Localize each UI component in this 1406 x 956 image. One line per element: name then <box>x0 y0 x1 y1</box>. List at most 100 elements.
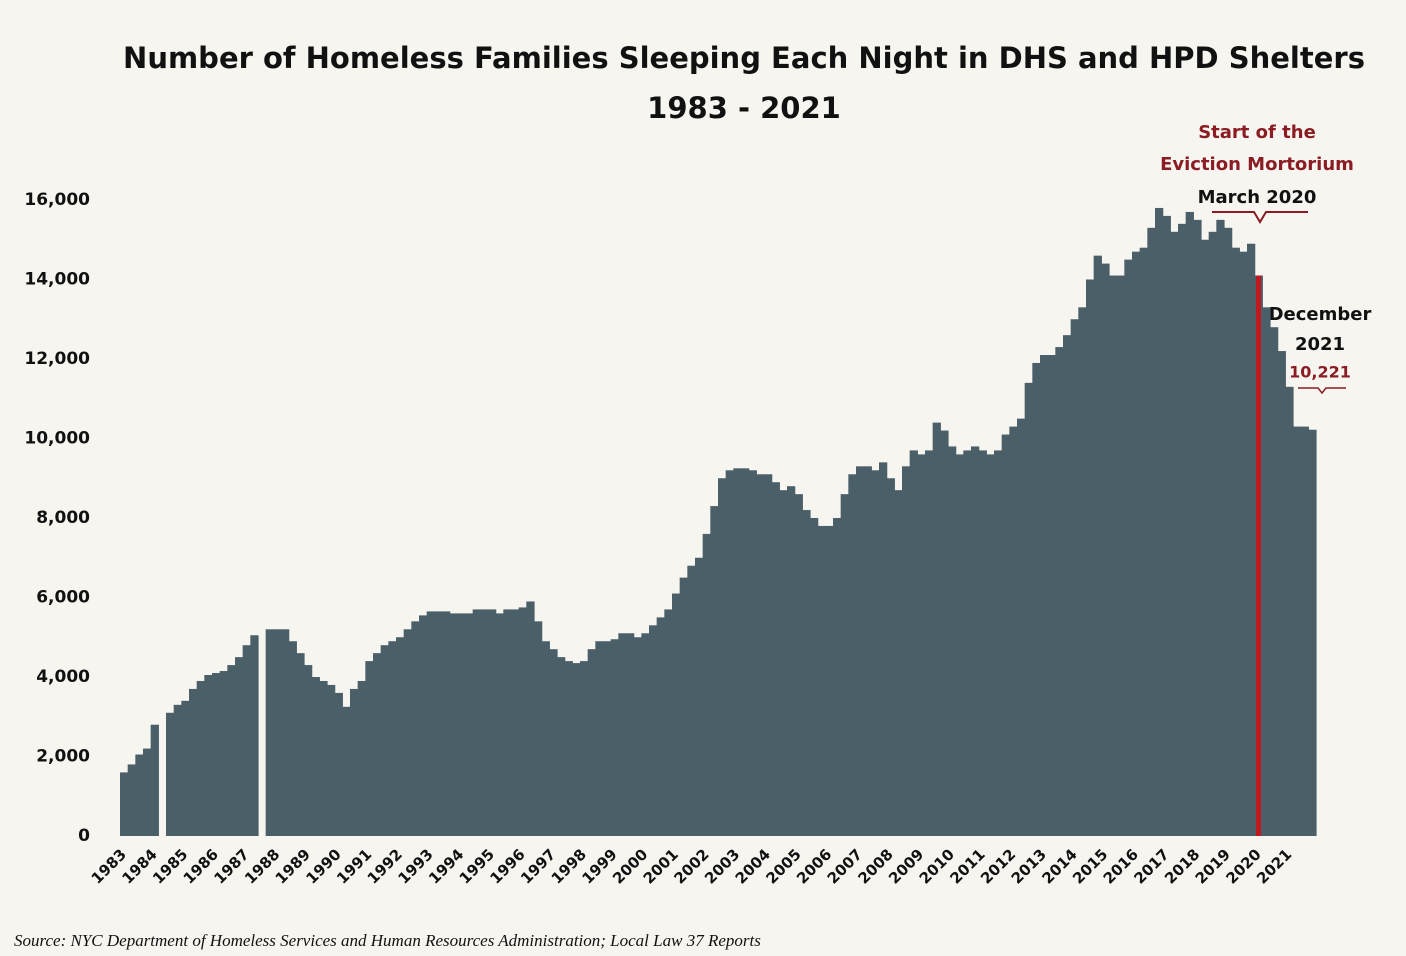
bar <box>1024 382 1033 836</box>
bar <box>242 645 251 836</box>
bar <box>365 661 374 836</box>
bar <box>633 637 642 836</box>
bar <box>656 617 665 836</box>
bar <box>204 675 213 836</box>
bar <box>718 478 727 836</box>
bar <box>971 446 980 836</box>
bar <box>1185 211 1194 837</box>
bar <box>1055 347 1064 836</box>
bar <box>288 641 297 836</box>
bar <box>1193 219 1202 836</box>
bar <box>871 470 880 836</box>
bar <box>932 422 941 836</box>
bar <box>1040 355 1049 836</box>
bar <box>1208 231 1217 837</box>
bar <box>587 649 596 836</box>
bar <box>1293 426 1302 836</box>
bar <box>787 486 796 836</box>
bar <box>250 635 259 836</box>
bar <box>273 629 282 836</box>
bar <box>771 482 780 836</box>
chart-subtitle: 1983 - 2021 <box>647 91 841 125</box>
bar <box>212 673 221 836</box>
bar <box>779 490 788 836</box>
bar <box>641 633 650 836</box>
bar <box>472 609 481 836</box>
bar <box>457 613 466 836</box>
bar <box>166 712 175 836</box>
bar <box>449 613 458 836</box>
y-tick-label: 14,000 <box>24 270 90 290</box>
annotation: Eviction Mortorium <box>1160 154 1354 175</box>
bar <box>1178 223 1187 837</box>
bar <box>173 704 182 836</box>
bar <box>403 629 412 836</box>
bar <box>388 641 397 836</box>
bar <box>150 724 159 836</box>
bar <box>848 474 857 836</box>
bar <box>1216 219 1225 836</box>
bar <box>1093 255 1102 836</box>
y-tick-label: 0 <box>78 826 90 846</box>
bar <box>840 494 849 836</box>
bar <box>1047 355 1056 836</box>
bar <box>1001 434 1010 836</box>
bar <box>227 665 236 836</box>
bar <box>626 633 635 836</box>
chart-title: Number of Homeless Families Sleeping Eac… <box>123 41 1365 75</box>
bar <box>603 641 612 836</box>
bar <box>1017 418 1026 836</box>
bar <box>725 470 734 836</box>
bar <box>143 748 152 836</box>
bar <box>541 641 550 836</box>
bar <box>1270 327 1279 836</box>
bar <box>1078 307 1087 836</box>
bar <box>610 639 619 836</box>
bar <box>434 611 443 836</box>
bar <box>963 450 972 836</box>
bar <box>940 430 949 836</box>
bar <box>319 680 328 836</box>
bar <box>710 506 719 836</box>
bar <box>196 680 205 836</box>
bar <box>396 637 405 836</box>
bar <box>442 611 451 836</box>
bar <box>748 470 757 836</box>
bar <box>695 557 704 836</box>
bar <box>419 615 428 836</box>
bar <box>894 490 903 836</box>
bar <box>902 466 911 836</box>
bar <box>664 609 673 836</box>
annotation-bracket <box>1212 211 1308 224</box>
bar <box>1009 426 1018 836</box>
bar <box>1247 243 1256 837</box>
bar <box>1285 386 1294 836</box>
bar <box>564 661 573 836</box>
annotation: December <box>1269 304 1372 325</box>
bar <box>1147 227 1156 836</box>
bar <box>978 450 987 836</box>
bar <box>1224 227 1233 836</box>
y-tick-label: 16,000 <box>24 190 90 210</box>
bar <box>1086 279 1095 836</box>
bar <box>189 688 198 836</box>
bar <box>764 474 773 836</box>
bar <box>986 454 995 836</box>
bar <box>687 565 696 836</box>
bar <box>817 525 826 836</box>
annotation-bracket <box>1298 387 1346 395</box>
bar <box>1101 263 1110 837</box>
bar <box>411 621 420 836</box>
bar <box>518 607 527 836</box>
bar <box>1116 275 1125 836</box>
bar <box>488 609 497 836</box>
bar <box>741 468 750 836</box>
bar <box>480 609 489 836</box>
bar <box>511 609 520 836</box>
bar <box>618 633 627 836</box>
annotation: 2021 <box>1295 334 1345 355</box>
bar <box>909 450 918 836</box>
bar <box>181 700 190 836</box>
bar <box>733 468 742 836</box>
